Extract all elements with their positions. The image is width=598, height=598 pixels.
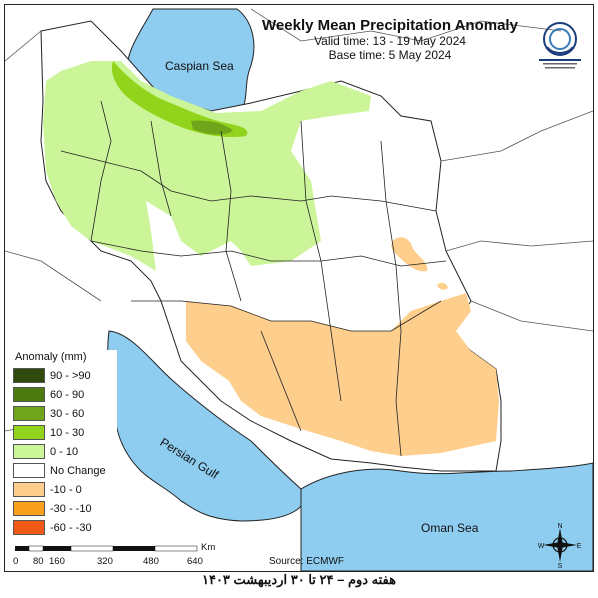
legend-swatch [13,482,45,497]
valid-time: Valid time: 13 - 19 May 2024 [314,34,466,48]
legend-item: -60 - -30 [13,518,117,537]
scale-tick: 80 [33,556,44,567]
oman-sea-label: Oman Sea [421,521,479,535]
agency-logo-icon [539,22,581,69]
anomaly-zone-0-10 [43,61,371,271]
legend-item: 60 - 90 [13,385,117,404]
map-title: Weekly Mean Precipitation Anomaly [262,17,518,34]
legend-swatch [13,368,45,383]
precipitation-map [5,8,593,571]
legend-swatch [13,425,45,440]
legend-swatch [13,463,45,478]
persian-gulf [107,330,305,522]
title-block: Weekly Mean Precipitation Anomaly Valid … [255,17,525,62]
caspian-sea-label: Caspian Sea [165,59,234,73]
base-time: Base time: 5 May 2024 [328,48,452,62]
scale-tick: 480 [143,556,159,567]
compass-n: N [557,523,562,530]
anomaly-zone-10-30 [111,61,248,137]
legend-swatch [13,444,45,459]
anomaly-zone-minus-10-0 [186,293,499,456]
scale-bar-graphic [15,545,198,552]
scale-unit: Km [201,542,216,553]
legend-item: 90 - >90 [13,366,117,385]
data-source: Source: ECMWF [269,556,345,567]
compass-e: E [577,543,582,550]
scale-bar: 0 80 160 320 480 640 Km [13,542,216,571]
compass-icon: N S E W [538,523,582,568]
legend-item: 30 - 60 [13,404,117,423]
legend-item: 0 - 10 [13,442,117,461]
legend: Anomaly (mm) 90 - >90 60 - 90 30 - 60 10… [13,350,117,537]
province-boundaries [60,100,447,457]
legend-item: -10 - 0 [13,480,117,499]
legend-title: Anomaly (mm) [15,351,87,363]
legend-swatch [13,406,45,421]
scale-tick: 160 [49,556,65,567]
legend-swatch [13,520,45,535]
scale-tick: 0 [13,556,19,567]
anomaly-zone-minus-10-0-dot [437,282,448,290]
anomaly-zone-30-60 [191,120,233,135]
scale-tick: 320 [97,556,113,567]
legend-item: 10 - 30 [13,423,117,442]
legend-item: -30 - -10 [13,499,117,518]
anomaly-zone-minus-10-0-patch [391,237,428,272]
compass-s: S [558,563,563,568]
legend-swatch [13,387,45,402]
map-frame: Weekly Mean Precipitation Anomaly Valid … [4,4,594,572]
persian-footer: هفته دوم – ۲۴ تا ۳۰ اردیبهشت ۱۴۰۳ [201,572,396,587]
compass-w: W [538,543,545,550]
legend-swatch [13,501,45,516]
legend-items: 90 - >90 60 - 90 30 - 60 10 - 30 0 - 10 … [13,366,117,537]
legend-item: No Change [13,461,117,480]
scale-tick: 640 [187,556,203,567]
oman-sea [300,462,593,571]
